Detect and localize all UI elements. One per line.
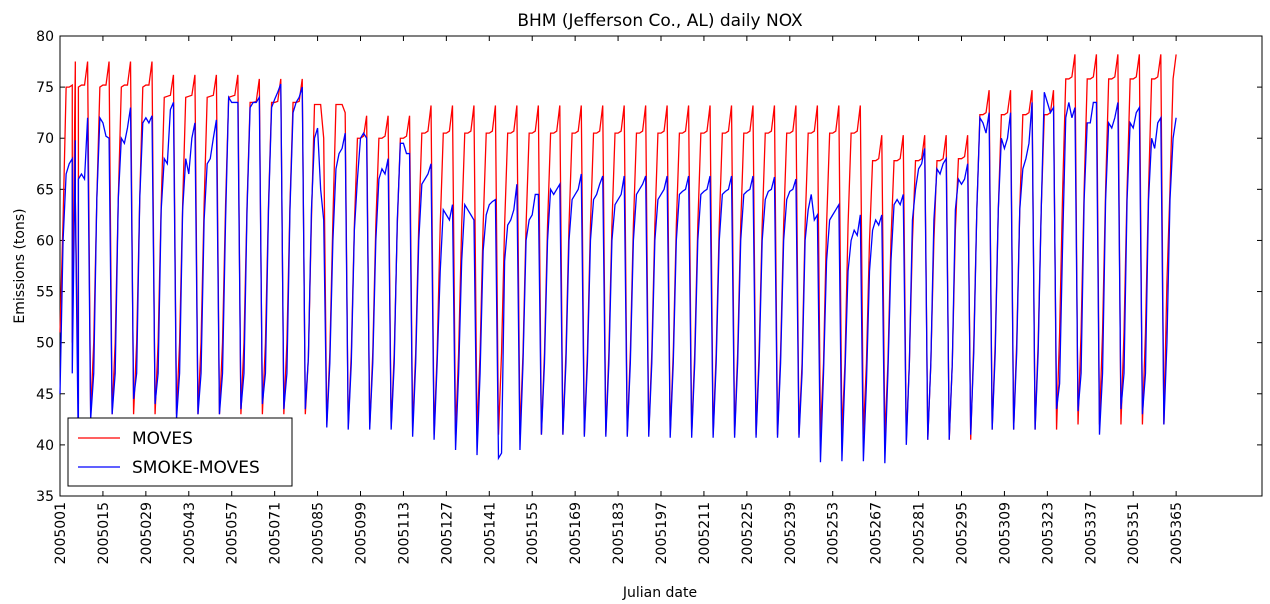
x-tick-label: 2005197 bbox=[654, 502, 670, 564]
y-tick-label: 80 bbox=[36, 29, 54, 45]
y-tick-label: 55 bbox=[36, 285, 54, 301]
legend-label: SMOKE-MOVES bbox=[132, 458, 260, 478]
x-axis: 2005001 2005015 2005029 2005043 2005057 20050… bbox=[53, 36, 1185, 564]
legend-label: MOVES bbox=[132, 429, 193, 449]
x-tick-label: 2005127 bbox=[439, 502, 455, 564]
y-axis-label: Emissions (tons) bbox=[12, 208, 28, 323]
x-tick-label: 2005281 bbox=[912, 502, 928, 564]
x-tick-label: 2005085 bbox=[311, 502, 327, 564]
x-tick-label: 2005029 bbox=[139, 502, 155, 564]
x-tick-label: 2005337 bbox=[1083, 502, 1099, 564]
x-tick-label: 2005183 bbox=[611, 502, 627, 564]
x-tick-label: 2005295 bbox=[955, 502, 971, 564]
x-tick-label: 2005113 bbox=[396, 502, 412, 564]
x-tick-label: 2005001 bbox=[53, 502, 69, 564]
y-tick-label: 35 bbox=[36, 489, 54, 505]
y-tick-label: 45 bbox=[36, 387, 54, 403]
y-tick-label: 60 bbox=[36, 233, 54, 249]
y-axis: 35 40 45 50 55 60 65 70 75 80 bbox=[36, 29, 1262, 505]
y-tick-label: 40 bbox=[36, 438, 54, 454]
x-tick-label: 2005015 bbox=[96, 502, 112, 564]
x-tick-label: 2005169 bbox=[568, 502, 584, 564]
x-tick-label: 2005099 bbox=[354, 502, 370, 564]
x-tick-label: 2005267 bbox=[869, 502, 885, 564]
x-tick-label: 2005211 bbox=[697, 502, 713, 564]
x-tick-label: 2005225 bbox=[740, 502, 756, 564]
y-tick-label: 50 bbox=[36, 336, 54, 352]
x-tick-label: 2005365 bbox=[1169, 502, 1185, 564]
x-tick-label: 2005239 bbox=[783, 502, 799, 564]
x-tick-label: 2005043 bbox=[182, 502, 198, 564]
x-tick-label: 2005071 bbox=[268, 502, 284, 564]
x-tick-label: 2005323 bbox=[1040, 502, 1056, 564]
x-tick-label: 2005253 bbox=[826, 502, 842, 564]
y-tick-label: 65 bbox=[36, 182, 54, 198]
series-line-smoke-moves bbox=[59, 83, 1177, 464]
series-layer bbox=[59, 54, 1177, 464]
y-tick-label: 70 bbox=[36, 131, 54, 147]
chart-title: BHM (Jefferson Co., AL) daily NOX bbox=[517, 11, 803, 31]
x-axis-label: Julian date bbox=[622, 585, 697, 601]
x-tick-label: 2005309 bbox=[997, 502, 1013, 564]
x-tick-label: 2005155 bbox=[525, 502, 541, 564]
x-tick-label: 2005141 bbox=[482, 502, 498, 564]
legend-box bbox=[67, 417, 293, 487]
x-tick-label: 2005057 bbox=[225, 502, 241, 564]
y-tick-label: 75 bbox=[36, 80, 54, 96]
x-tick-label: 2005351 bbox=[1126, 502, 1142, 564]
chart-legend: MOVES SMOKE-MOVES bbox=[67, 417, 293, 487]
